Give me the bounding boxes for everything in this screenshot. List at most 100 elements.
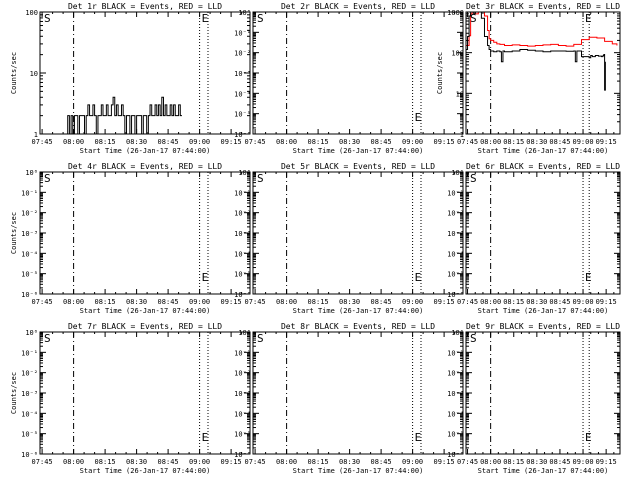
y-tick-label: 10⁰ bbox=[451, 329, 464, 337]
y-tick-label: 10⁻⁵ bbox=[21, 271, 38, 279]
y-tick-label: 10⁰ bbox=[25, 169, 38, 177]
y-axis-label: Counts/sec bbox=[10, 212, 18, 254]
y-tick-label: 10⁰ bbox=[238, 9, 251, 17]
x-tick-label: 09:15 bbox=[434, 458, 455, 466]
y-tick-label: 10⁻⁶ bbox=[234, 131, 251, 139]
y-tick-label: 10⁻² bbox=[21, 370, 38, 378]
x-tick-label: 07:45 bbox=[457, 298, 478, 306]
y-tick-label: 10⁻⁵ bbox=[234, 271, 251, 279]
y-tick-label: 1 bbox=[34, 131, 38, 139]
start-marker-letter: S bbox=[44, 12, 51, 25]
end-marker-letter: E bbox=[202, 271, 209, 284]
x-tick-label: 08:00 bbox=[276, 298, 297, 306]
y-tick-label: 10⁻³ bbox=[21, 390, 38, 398]
x-tick-label: 08:45 bbox=[549, 138, 570, 146]
y-tick-label: 100 bbox=[451, 50, 464, 58]
x-tick-label: 08:45 bbox=[158, 138, 179, 146]
end-marker-letter: E bbox=[415, 431, 422, 444]
x-tick-label: 09:15 bbox=[596, 138, 617, 146]
y-tick-label: 10⁻⁵ bbox=[21, 431, 38, 439]
panel-det-1: Det 1r BLACK = Events, RED = LLD 1 10 100 07… bbox=[10, 2, 251, 155]
panel-det-5: Det 5r BLACK = Events, RED = LLD 10⁻⁶ 10⁻⁵… bbox=[234, 162, 464, 315]
y-tick-label: 10⁰ bbox=[451, 169, 464, 177]
x-tick-label: 08:45 bbox=[371, 458, 392, 466]
start-marker-letter: S bbox=[44, 172, 51, 185]
x-tick-label: 09:15 bbox=[596, 458, 617, 466]
panel-det-9: Det 9r BLACK = Events, RED = LLD 10⁻⁶ 10⁻⁵… bbox=[447, 322, 621, 475]
y-tick-label: 10⁻⁴ bbox=[234, 410, 251, 418]
x-tick-label: 07:45 bbox=[245, 298, 266, 306]
x-tick-label: 08:45 bbox=[371, 138, 392, 146]
x-tick-label: 08:45 bbox=[549, 298, 570, 306]
x-axis-label: Start Time (26-Jan-17 07:44:00) bbox=[293, 147, 424, 155]
x-tick-label: 08:30 bbox=[526, 298, 547, 306]
end-marker-letter: E bbox=[202, 431, 209, 444]
end-marker-letter: E bbox=[585, 12, 592, 25]
end-marker-letter: E bbox=[415, 271, 422, 284]
x-axis-label: Start Time (26-Jan-17 07:44:00) bbox=[478, 467, 609, 475]
panel-title: Det 8r BLACK = Events, RED = LLD bbox=[281, 322, 435, 331]
plot-frame bbox=[39, 331, 251, 455]
end-marker-letter: E bbox=[585, 271, 592, 284]
x-tick-label: 08:15 bbox=[503, 138, 524, 146]
series-events-line bbox=[466, 12, 606, 91]
x-axis-label: Start Time (26-Jan-17 07:44:00) bbox=[80, 147, 211, 155]
x-tick-label: 08:00 bbox=[276, 138, 297, 146]
y-tick-label: 10⁻² bbox=[21, 210, 38, 218]
x-tick-label: 07:45 bbox=[245, 138, 266, 146]
y-tick-label: 10⁻⁴ bbox=[447, 250, 464, 258]
panel-title: Det 9r BLACK = Events, RED = LLD bbox=[466, 322, 620, 331]
y-tick-label: 10⁻⁶ bbox=[234, 291, 251, 299]
x-axis-label: Start Time (26-Jan-17 07:44:00) bbox=[80, 307, 211, 315]
x-tick-label: 09:15 bbox=[596, 298, 617, 306]
x-tick-label: 07:45 bbox=[32, 138, 53, 146]
plot-frame bbox=[252, 11, 464, 135]
panel-det-6: Det 6r BLACK = Events, RED = LLD 10⁻⁶ 10⁻⁵… bbox=[447, 162, 621, 315]
plot-frame bbox=[465, 11, 621, 135]
panel-title: Det 3r BLACK = Events, RED = LLD bbox=[466, 2, 620, 11]
x-tick-label: 08:15 bbox=[503, 298, 524, 306]
x-tick-label: 08:45 bbox=[549, 458, 570, 466]
y-tick-label: 10⁻¹ bbox=[234, 189, 251, 197]
y-tick-label: 10⁻² bbox=[234, 50, 251, 58]
panel-title: Det 6r BLACK = Events, RED = LLD bbox=[466, 162, 620, 171]
y-tick-label: 10⁻⁴ bbox=[234, 250, 251, 258]
y-tick-label: 10⁻⁶ bbox=[447, 451, 464, 459]
y-tick-label: 10 bbox=[30, 70, 38, 78]
y-tick-label: 10⁻⁶ bbox=[21, 291, 38, 299]
y-tick-label: 10⁻¹ bbox=[21, 189, 38, 197]
x-axis-label: Start Time (26-Jan-17 07:44:00) bbox=[478, 147, 609, 155]
end-marker-letter: E bbox=[585, 431, 592, 444]
panel-det-4: Det 4r BLACK = Events, RED = LLD 10⁻⁶ 10⁻⁵… bbox=[10, 162, 251, 315]
y-tick-label: 10⁰ bbox=[25, 329, 38, 337]
x-tick-label: 09:00 bbox=[573, 458, 594, 466]
x-axis-label: Start Time (26-Jan-17 07:44:00) bbox=[293, 307, 424, 315]
x-tick-label: 07:45 bbox=[32, 298, 53, 306]
y-tick-label: 10⁻⁵ bbox=[447, 271, 464, 279]
panel-title: Det 1r BLACK = Events, RED = LLD bbox=[68, 2, 222, 11]
panel-det-3: Det 3r BLACK = Events, RED = LLD 1 10 100 10… bbox=[436, 2, 621, 155]
x-tick-label: 09:00 bbox=[573, 298, 594, 306]
y-tick-label: 10⁰ bbox=[238, 169, 251, 177]
plot-frame bbox=[39, 11, 251, 135]
x-tick-label: 07:45 bbox=[457, 458, 478, 466]
x-tick-label: 08:15 bbox=[308, 298, 329, 306]
end-marker-letter: E bbox=[415, 111, 422, 124]
start-marker-letter: S bbox=[257, 332, 264, 345]
start-marker-letter: S bbox=[44, 332, 51, 345]
x-tick-label: 09:00 bbox=[573, 138, 594, 146]
y-tick-label: 1 bbox=[460, 131, 464, 139]
y-tick-label: 10⁻⁵ bbox=[234, 431, 251, 439]
plot-frame bbox=[252, 331, 464, 455]
x-tick-label: 08:15 bbox=[95, 458, 116, 466]
x-tick-label: 08:45 bbox=[158, 298, 179, 306]
y-tick-label: 10⁻⁶ bbox=[21, 451, 38, 459]
x-tick-label: 08:00 bbox=[276, 458, 297, 466]
start-marker-letter: S bbox=[470, 12, 477, 25]
x-tick-label: 09:15 bbox=[221, 298, 242, 306]
x-tick-label: 08:00 bbox=[480, 298, 501, 306]
panel-det-7: Det 7r BLACK = Events, RED = LLD 10⁻⁶ 10⁻⁵… bbox=[10, 322, 251, 475]
y-axis-label: Counts/sec bbox=[10, 52, 18, 94]
y-tick-label: 10⁻² bbox=[234, 210, 251, 218]
y-tick-label: 10⁻³ bbox=[447, 390, 464, 398]
